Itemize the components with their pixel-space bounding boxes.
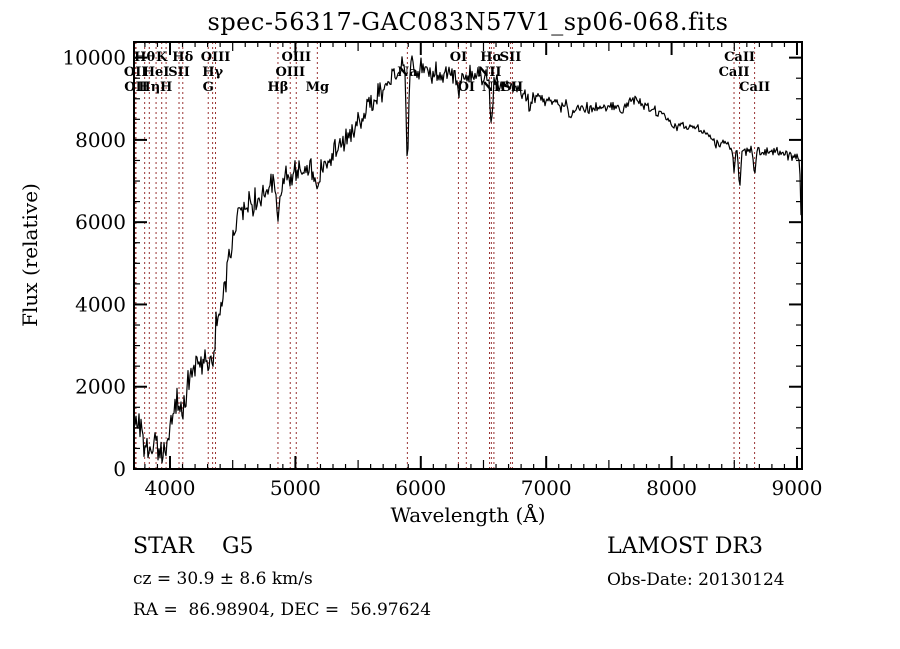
y-axis-label: Flux (relative) <box>18 183 42 327</box>
spectral-line-label: OIII <box>275 65 305 80</box>
plot-title: spec-56317-GAC083N57V1_sp06-068.fits <box>207 8 729 36</box>
spectral-line-label: Hα <box>480 50 502 65</box>
spectral-line-label: Hδ <box>172 50 193 65</box>
spectral-line-label: CaII <box>724 50 755 65</box>
spectral-line-label: SII <box>168 65 190 80</box>
spectral-line-label: Hβ <box>267 80 288 95</box>
spectral-line-label: CaII <box>719 65 750 80</box>
y-tick-label: 2000 <box>75 375 126 399</box>
plot-frame <box>133 41 803 470</box>
y-tick-label: 6000 <box>75 210 126 234</box>
cz-velocity-label: cz = 30.9 ± 8.6 km/s <box>133 569 313 589</box>
y-tick-label: 8000 <box>75 128 126 152</box>
spectrum-curve <box>133 55 803 464</box>
x-tick-label: 4000 <box>145 476 196 500</box>
spectral-line-label: SII <box>500 50 522 65</box>
spectral-line-label: OII <box>124 80 148 95</box>
x-tick-label: 6000 <box>395 476 446 500</box>
spectral-line-label: K <box>156 50 168 65</box>
spectral-line-label: OI <box>450 50 467 65</box>
spectral-line-label: Hγ <box>202 65 223 80</box>
y-tick-label: 4000 <box>75 292 126 316</box>
x-tick-label: 5000 <box>270 476 321 500</box>
object-class-label: STAR G5 <box>133 534 254 559</box>
x-tick-label: 8000 <box>646 476 697 500</box>
y-tick-label: 0 <box>113 457 126 481</box>
spectral-line-label: Na <box>397 65 418 80</box>
spectral-line-label: H <box>160 80 172 95</box>
spectral-line-label: G <box>203 80 214 95</box>
spectral-line-label: OIII <box>281 50 311 65</box>
x-axis-label: Wavelength (Å) <box>390 503 546 527</box>
ra-dec-label: RA = 86.98904, DEC = 56.97624 <box>133 600 432 620</box>
spectral-line-label: OI <box>458 80 475 95</box>
survey-label: LAMOST DR3 <box>607 534 763 559</box>
spectral-line-label: CaII <box>739 80 770 95</box>
spectral-line-label: NII <box>477 65 501 80</box>
spectral-line-label: OIII <box>201 50 231 65</box>
y-tick-label: 10000 <box>62 46 126 70</box>
obs-date-label: Obs-Date: 20130124 <box>607 570 785 590</box>
spectral-line-label: Hη <box>138 80 160 95</box>
spectral-line-label: OII <box>124 65 148 80</box>
spectral-line-label: HeI <box>143 65 170 80</box>
x-tick-label: 9000 <box>772 476 823 500</box>
x-tick-label: 7000 <box>521 476 572 500</box>
spectral-line-label: Mg <box>306 80 329 95</box>
